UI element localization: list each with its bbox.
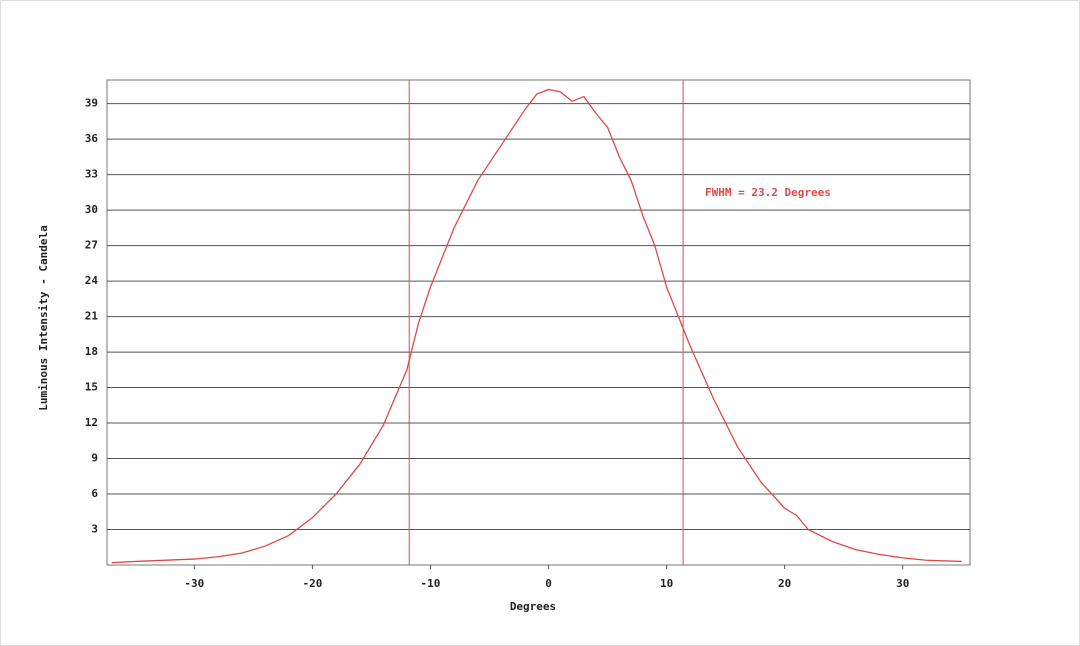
- x-tick-label: 0: [545, 577, 552, 590]
- x-tick-label: 10: [660, 577, 673, 590]
- y-tick-label: 6: [91, 487, 98, 500]
- x-tick-label: 30: [896, 577, 909, 590]
- y-tick-label: 21: [85, 310, 99, 323]
- data-line: [111, 88, 962, 564]
- x-tick-label: -10: [421, 577, 441, 590]
- y-tick-label: 24: [85, 274, 99, 287]
- plot-area: [106, 79, 971, 566]
- annotation: FWHM = 23.2 Degrees: [705, 186, 831, 199]
- y-tick-label: 36: [85, 132, 99, 145]
- y-tick-label: 33: [85, 168, 98, 181]
- y-tick-label: 3: [91, 523, 98, 536]
- x-axis-label: Degrees: [510, 600, 556, 613]
- y-tick-label: 39: [85, 97, 98, 110]
- y-axis-label: Luminous Intensity - Candela: [37, 225, 50, 410]
- x-tick-label: 20: [778, 577, 791, 590]
- x-tick-label: -30: [184, 577, 204, 590]
- y-tick-label: 27: [85, 239, 98, 252]
- y-tick-label: 15: [85, 381, 98, 394]
- y-tick-label: 12: [85, 416, 98, 429]
- y-tick-label: 30: [85, 203, 98, 216]
- y-tick-label: 9: [91, 452, 98, 465]
- x-tick-label: -20: [302, 577, 322, 590]
- y-tick-label: 18: [85, 345, 98, 358]
